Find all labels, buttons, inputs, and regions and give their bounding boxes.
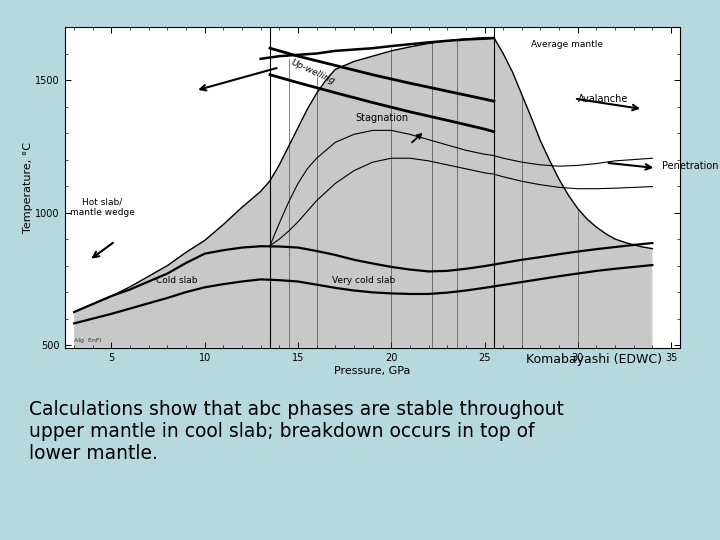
Text: Average mantle: Average mantle bbox=[531, 40, 603, 49]
Text: Stagnation: Stagnation bbox=[356, 113, 408, 124]
Text: Penetration: Penetration bbox=[662, 161, 719, 171]
Text: Up-welling: Up-welling bbox=[289, 58, 336, 86]
X-axis label: Pressure, GPa: Pressure, GPa bbox=[334, 366, 411, 376]
Text: transition zone: transition zone bbox=[292, 42, 446, 62]
Text: Alg  EnFl: Alg EnFl bbox=[74, 338, 102, 343]
Text: Very cold slab: Very cold slab bbox=[332, 275, 395, 285]
Text: Komabayashi (EDWC): Komabayashi (EDWC) bbox=[526, 353, 662, 366]
Y-axis label: Temperature, °C: Temperature, °C bbox=[22, 142, 32, 233]
Text: Calculations show that abc phases are stable throughout
upper mantle in cool sla: Calculations show that abc phases are st… bbox=[29, 400, 564, 463]
Text: Cold slab: Cold slab bbox=[156, 275, 197, 285]
Text: Hot slab/
mantle wedge: Hot slab/ mantle wedge bbox=[70, 198, 135, 217]
Polygon shape bbox=[74, 38, 652, 348]
Text: Avalanche: Avalanche bbox=[578, 93, 628, 104]
